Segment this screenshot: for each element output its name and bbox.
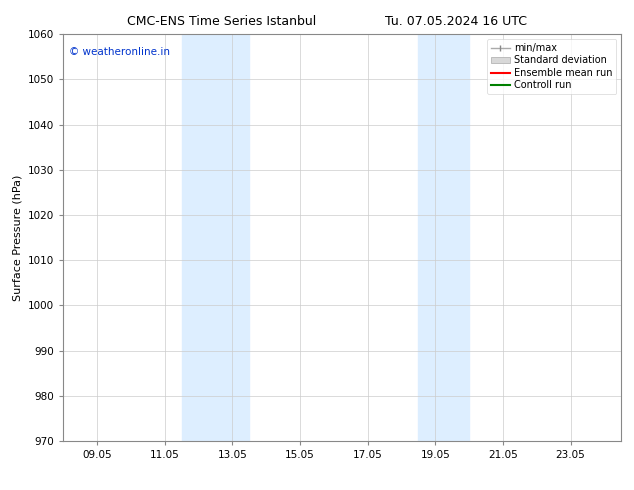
Text: © weatheronline.in: © weatheronline.in	[69, 47, 170, 56]
Legend: min/max, Standard deviation, Ensemble mean run, Controll run: min/max, Standard deviation, Ensemble me…	[487, 39, 616, 94]
Bar	[216, 34, 249, 441]
Bar	[418, 34, 436, 441]
Text: CMC-ENS Time Series Istanbul: CMC-ENS Time Series Istanbul	[127, 15, 316, 28]
Bar	[436, 34, 469, 441]
Bar	[182, 34, 216, 441]
Text: Tu. 07.05.2024 16 UTC: Tu. 07.05.2024 16 UTC	[385, 15, 527, 28]
Y-axis label: Surface Pressure (hPa): Surface Pressure (hPa)	[13, 174, 23, 301]
